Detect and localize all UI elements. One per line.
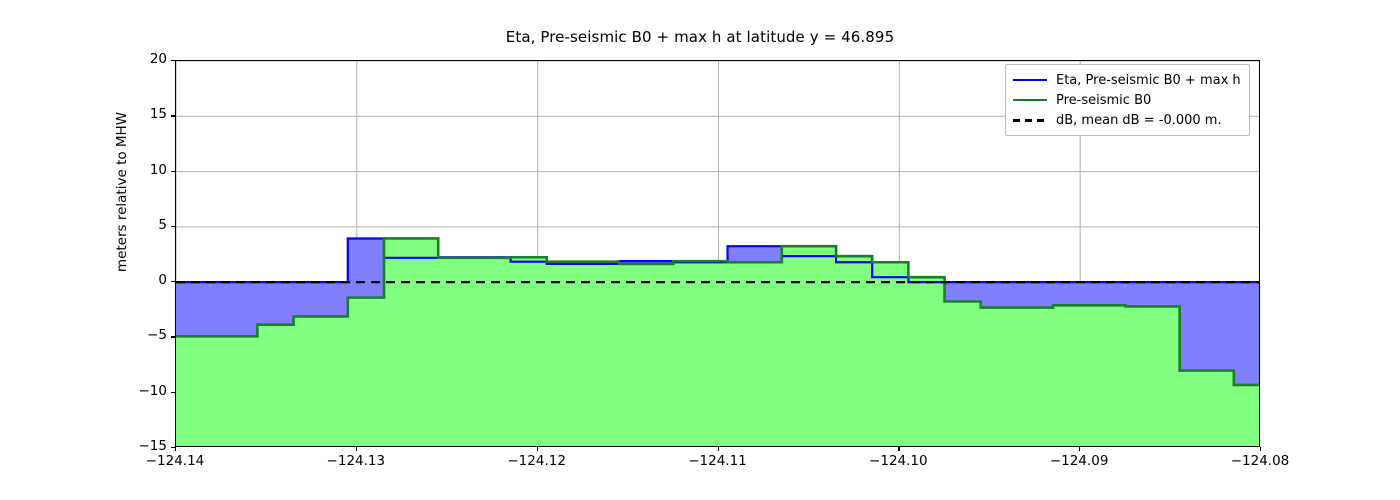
legend-swatch-eta-line-icon	[1013, 73, 1047, 87]
x-tick-mark	[175, 447, 177, 451]
y-tick-label: 0	[158, 272, 167, 289]
x-tick-mark	[898, 447, 900, 451]
legend-item-b0: Pre-seismic B0	[1013, 90, 1241, 110]
legend-swatch-b0-line-icon	[1013, 93, 1047, 107]
x-tick-label: −124.08	[1230, 453, 1290, 469]
legend-label-b0: Pre-seismic B0	[1056, 92, 1152, 108]
y-tick-mark	[171, 336, 175, 338]
x-tick-mark	[536, 447, 538, 451]
y-tick-mark	[171, 115, 175, 117]
x-tick-label: −124.14	[145, 453, 205, 469]
y-tick-label: −15	[138, 438, 168, 454]
legend-label-db: dB, mean dB = -0.000 m.	[1056, 112, 1222, 128]
legend-item-eta: Eta, Pre-seismic B0 + max h	[1013, 70, 1241, 90]
x-tick-mark	[1079, 447, 1081, 451]
y-tick-label: −10	[138, 382, 168, 399]
y-tick-mark	[171, 391, 175, 393]
y-tick-label: 20	[149, 51, 167, 67]
chart-title: Eta, Pre-seismic B0 + max h at latitude …	[505, 28, 895, 46]
x-tick-label: −124.13	[326, 453, 386, 469]
legend-swatch-db-dashed-icon	[1013, 113, 1047, 127]
x-tick-label: −124.12	[507, 453, 566, 469]
legend-item-db: dB, mean dB = -0.000 m.	[1013, 110, 1241, 130]
y-tick-mark	[171, 60, 175, 62]
y-axis-tick-labels: 20 15 10 5 0 −5 −10 −15	[105, 52, 168, 452]
y-tick-mark	[171, 170, 175, 172]
legend-label-eta: Eta, Pre-seismic B0 + max h	[1056, 72, 1241, 88]
x-tick-mark	[717, 447, 719, 451]
plot-svg	[176, 61, 1259, 446]
legend-box: Eta, Pre-seismic B0 + max h Pre-seismic …	[1005, 64, 1250, 136]
y-tick-mark	[171, 447, 175, 449]
b0-line	[176, 237, 1259, 387]
y-tick-mark	[171, 281, 175, 283]
y-tick-label: 10	[149, 161, 167, 178]
y-tick-label: −5	[147, 327, 167, 344]
y-tick-label: 5	[158, 216, 167, 233]
x-tick-label: −124.11	[688, 453, 747, 469]
x-axis-tick-labels: −124.14 −124.13 −124.12 −124.11 −124.10 −124.…	[146, 453, 1290, 475]
x-tick-mark	[355, 447, 358, 451]
b0-fill-region	[176, 238, 1259, 446]
y-tick-label: 15	[149, 106, 167, 123]
x-tick-label: −124.09	[1049, 453, 1109, 469]
x-tick-mark	[1260, 447, 1262, 451]
x-tick-label: −124.10	[869, 453, 928, 469]
y-tick-mark	[171, 225, 175, 228]
